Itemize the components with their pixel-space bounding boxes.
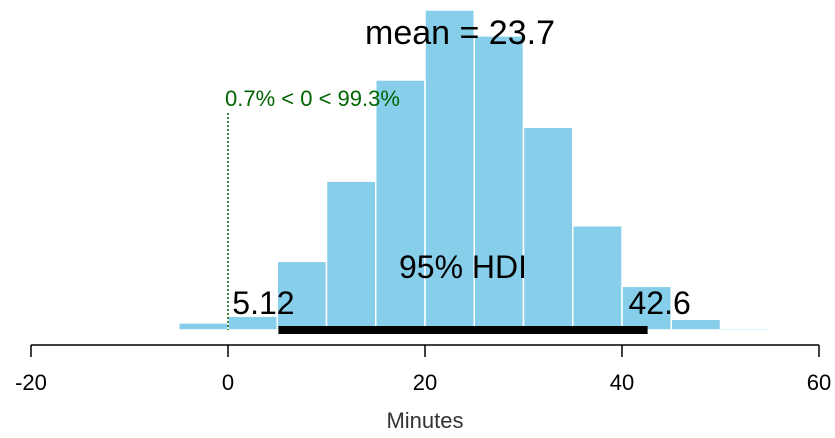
histogram-bar (276, 260, 328, 331)
x-tick-label: 0 (222, 370, 234, 395)
x-tick-label: 20 (413, 370, 437, 395)
hdi-label: 95% HDI (399, 249, 527, 285)
histogram-bars (178, 9, 771, 331)
x-tick-label: 60 (807, 370, 831, 395)
x-tick-label: 40 (610, 370, 634, 395)
histogram-bar (670, 318, 722, 331)
histogram-bar (178, 322, 229, 331)
hdi-low-label: 5.12 (232, 285, 294, 321)
x-axis: -20 0 20 40 60 (15, 344, 831, 395)
histogram-bar (522, 126, 574, 331)
histogram-bar (572, 224, 623, 331)
histogram-bar (621, 285, 672, 331)
x-tick-label: -20 (15, 370, 47, 395)
comparison-label: 0.7% < 0 < 99.3% (225, 86, 400, 111)
histogram-bar (719, 327, 771, 331)
hdi-high-label: 42.6 (628, 285, 690, 321)
x-axis-label: Minutes (386, 408, 463, 433)
mean-label: mean = 23.7 (365, 14, 555, 52)
histogram-bar (325, 180, 377, 331)
histogram-bar (473, 35, 525, 331)
histogram-bar (375, 79, 426, 331)
